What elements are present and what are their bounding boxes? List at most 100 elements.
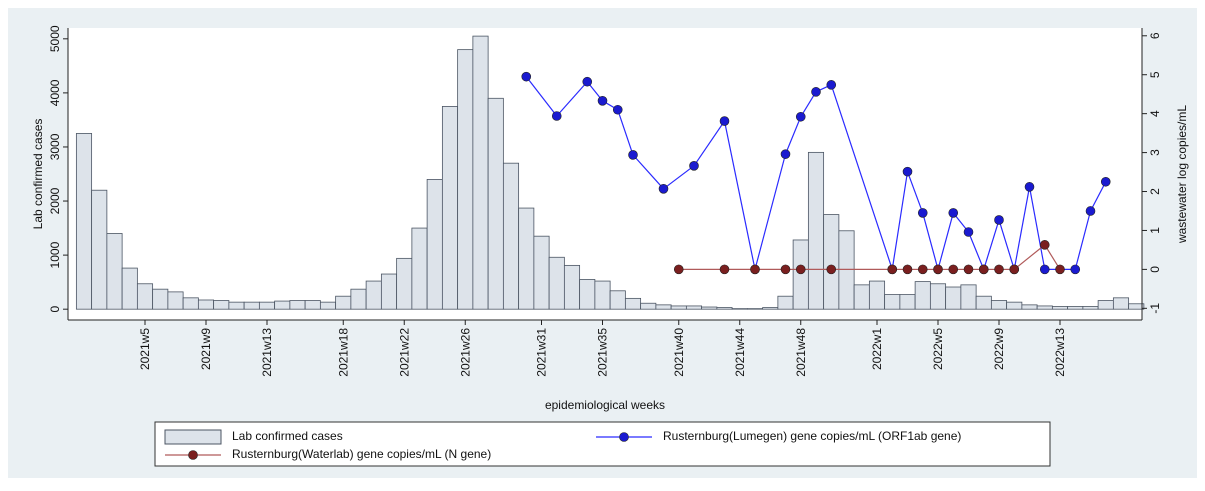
line-marker <box>673 264 684 275</box>
line-marker <box>902 166 913 177</box>
y2-tick-label: 4 <box>1148 110 1162 117</box>
bar <box>594 280 611 310</box>
line-connector <box>800 91 817 118</box>
bar <box>197 299 215 310</box>
y-tick-label: 3000 <box>48 133 62 160</box>
bar <box>548 256 565 310</box>
y-tick-label: 2000 <box>48 187 62 214</box>
line-connector <box>1013 244 1046 270</box>
line-marker <box>811 87 821 97</box>
bar <box>945 286 962 310</box>
x-tick-label: 2022w13 <box>1053 328 1067 377</box>
y-tick-label: 0 <box>48 306 62 313</box>
x-tick-label: 2021w40 <box>672 328 686 377</box>
line-marker <box>1085 206 1096 216</box>
bar <box>624 297 642 310</box>
line-marker <box>658 183 669 194</box>
line-marker <box>582 76 593 87</box>
legend-label: Rusternburg(Lumegen) gene copies/mL (ORF… <box>663 429 961 443</box>
line-connector <box>525 76 558 117</box>
bar <box>502 162 520 310</box>
line-connector <box>617 109 634 156</box>
line-connector <box>663 165 695 190</box>
x-tick-label: 2021w35 <box>596 328 610 377</box>
bar <box>762 307 779 310</box>
bar <box>823 214 840 310</box>
line-marker <box>933 264 943 275</box>
line-marker <box>551 111 562 121</box>
line-marker <box>963 227 974 237</box>
line-connector <box>1089 181 1107 212</box>
bar <box>380 273 398 310</box>
y2-axis-title: wastewater log copies/mL <box>1175 105 1189 244</box>
bar <box>152 288 169 310</box>
line-marker <box>1100 176 1111 187</box>
line-marker <box>612 104 623 115</box>
y2-tick-label: 6 <box>1148 32 1162 39</box>
line-marker <box>521 71 532 82</box>
bar <box>121 267 138 310</box>
bar <box>441 106 459 310</box>
line-connector <box>998 219 1015 270</box>
line-marker <box>1039 240 1050 250</box>
line-connector <box>754 153 787 270</box>
legend-items: Lab confirmed cases Rusternburg(Lumegen)… <box>164 429 961 461</box>
bar <box>716 307 733 310</box>
line-connector <box>1013 186 1031 270</box>
y-tick-label: 5000 <box>48 25 62 52</box>
line-connector <box>693 120 725 167</box>
line-marker <box>948 264 959 275</box>
line-marker <box>902 264 913 275</box>
bar <box>975 295 992 310</box>
bar <box>1051 306 1069 310</box>
line-connector <box>1074 210 1092 270</box>
bar <box>655 304 672 310</box>
line-marker <box>750 264 760 275</box>
line-connector <box>1044 244 1061 270</box>
bar <box>579 279 596 310</box>
bar <box>807 151 825 310</box>
bar <box>182 297 199 310</box>
x-tick-label: 2022w5 <box>931 328 945 370</box>
legend-swatch-marker <box>188 450 198 460</box>
bar <box>533 235 550 310</box>
y2-tick-label: 3 <box>1148 149 1162 156</box>
line-connector <box>1028 186 1046 270</box>
x-tick-label: 2021w22 <box>397 328 411 377</box>
line-marker <box>795 264 806 275</box>
line-marker <box>917 264 928 275</box>
y2-tick-label: 0 <box>1148 266 1162 273</box>
bar <box>685 305 703 310</box>
line-marker <box>689 161 699 171</box>
line-marker <box>628 150 638 160</box>
x-tick-label: 2021w9 <box>199 328 213 370</box>
y2-tick-label: 2 <box>1148 188 1162 195</box>
bar <box>365 280 382 310</box>
line-connector <box>784 116 802 155</box>
bar <box>746 308 764 310</box>
line-connector <box>891 171 909 270</box>
line-connector <box>723 120 756 270</box>
line-marker <box>597 96 608 106</box>
line-marker <box>826 264 837 275</box>
line-connector <box>983 219 1000 270</box>
y2-tick-label: -1 <box>1148 303 1162 314</box>
y2-tick-label: 5 <box>1148 71 1162 78</box>
bar <box>1082 306 1099 310</box>
bar <box>731 308 748 310</box>
bar <box>319 301 337 310</box>
bar <box>990 300 1008 310</box>
bar <box>136 283 154 310</box>
line-marker <box>795 111 806 122</box>
line-connector <box>830 84 893 270</box>
bar <box>609 290 626 310</box>
bar <box>167 291 184 310</box>
bar <box>1128 303 1145 310</box>
bar <box>91 189 108 310</box>
line-connector <box>556 81 588 117</box>
bar <box>1097 300 1114 310</box>
bar <box>884 294 901 310</box>
legend-label: Lab confirmed cases <box>232 429 343 443</box>
y-tick-label: 4000 <box>48 79 62 106</box>
line-marker <box>887 264 898 275</box>
